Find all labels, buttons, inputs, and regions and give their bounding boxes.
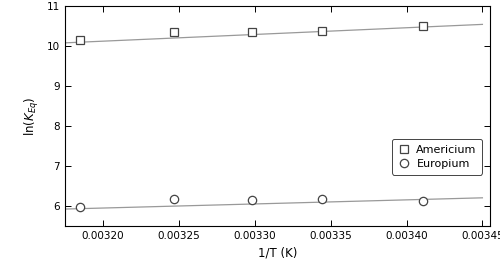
- Europium: [172, 197, 177, 201]
- Legend: Americium, Europium: Americium, Europium: [392, 139, 482, 175]
- Line: Europium: Europium: [76, 195, 428, 212]
- Americium: [172, 30, 177, 33]
- Americium: [248, 30, 254, 33]
- Europium: [420, 199, 426, 202]
- Line: Americium: Americium: [76, 22, 428, 45]
- Y-axis label: ln($K_{Eq}$): ln($K_{Eq}$): [24, 96, 42, 136]
- Europium: [318, 197, 324, 201]
- X-axis label: 1/T (K): 1/T (K): [258, 247, 297, 260]
- Europium: [77, 206, 83, 209]
- Europium: [248, 198, 254, 201]
- Americium: [318, 30, 324, 33]
- Americium: [420, 24, 426, 28]
- Americium: [77, 39, 83, 42]
